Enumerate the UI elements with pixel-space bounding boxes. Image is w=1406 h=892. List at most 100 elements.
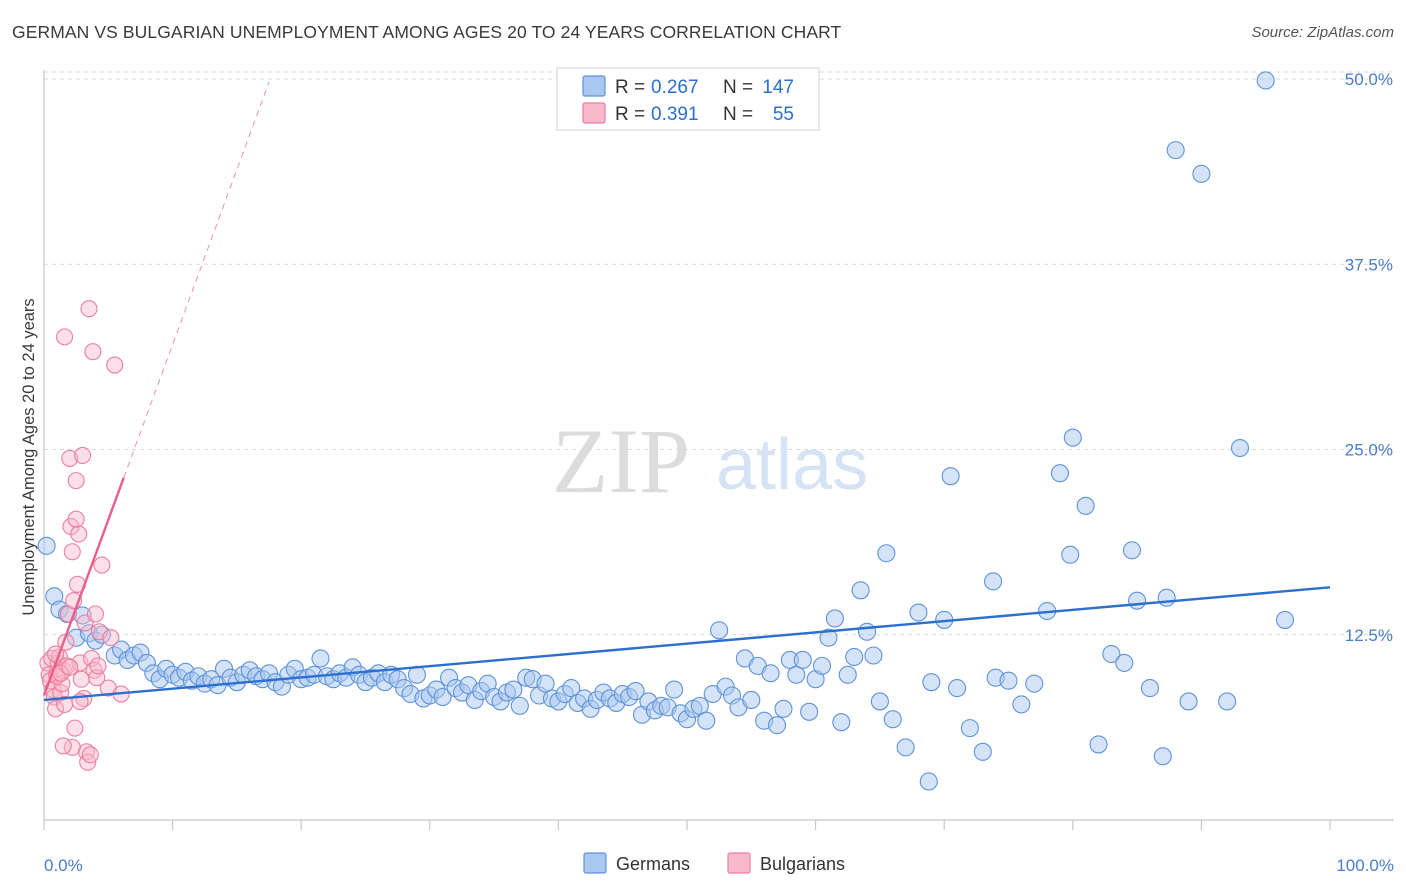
german-point-155	[1218, 692, 1237, 711]
german-point-150	[1140, 679, 1160, 698]
points	[37, 71, 1295, 791]
german-point-90	[626, 682, 645, 701]
german-point-117	[800, 702, 819, 721]
german-point-130	[883, 710, 902, 729]
x-ticks	[43, 820, 1331, 830]
german-point-144	[1063, 428, 1082, 447]
german-point-121	[825, 609, 844, 628]
stats-legend: R = 0.267 N = 147 R = 0.391 N = 55	[556, 67, 820, 131]
german-point-156	[1230, 438, 1250, 458]
german-r-value: 0.267	[651, 77, 699, 98]
german-n-label: N =	[723, 77, 753, 98]
bulgarian-point-17	[61, 449, 79, 467]
german-point-137	[973, 742, 992, 761]
bulgarian-trendline-extension	[123, 81, 270, 478]
bulgarian-point-52	[54, 737, 72, 755]
german-point-113	[774, 699, 793, 718]
y-tick-label-1: 25.0%	[1345, 441, 1393, 460]
german-n-value: 147	[762, 77, 794, 98]
bulgarian-n-label: N =	[723, 104, 753, 125]
german-point-129	[877, 544, 896, 563]
x-tick-label-0: 0.0%	[44, 856, 83, 875]
bulgarian-point-27	[74, 446, 92, 464]
german-point-0	[37, 536, 56, 555]
german-point-108	[742, 690, 761, 710]
german-point-103	[710, 621, 729, 640]
bulgarian-trendline	[42, 477, 125, 696]
german-point-143	[1050, 464, 1069, 483]
german-point-132	[909, 603, 928, 622]
german-point-140	[1012, 695, 1031, 714]
german-point-135	[948, 679, 967, 698]
german-point-163	[1122, 541, 1142, 560]
german-point-158	[1275, 610, 1295, 629]
german-point-152	[1166, 141, 1185, 160]
bulgarian-point-53	[61, 658, 79, 676]
german-point-123	[838, 665, 857, 684]
german-point-133	[922, 673, 941, 692]
german-point-60	[433, 687, 452, 707]
german-point-8	[92, 625, 111, 644]
german-point-112	[767, 716, 787, 735]
german-point-161	[941, 467, 960, 486]
german-point-153	[1179, 692, 1198, 711]
trendlines	[42, 81, 1331, 702]
german-point-122	[832, 713, 851, 732]
german-point-41	[311, 649, 330, 668]
german-point-160	[984, 572, 1003, 591]
german-point-96	[665, 680, 684, 699]
bulgarian-point-39	[89, 657, 107, 675]
bulgarian-point-51	[67, 510, 85, 528]
bulgarian-point-35	[84, 343, 102, 361]
german-point-126	[857, 622, 877, 641]
y-tick-label-2: 37.5%	[1345, 255, 1393, 274]
german-point-139	[999, 671, 1018, 690]
bulgarian-swatch	[582, 102, 606, 124]
bulgarian-r-value: 0.391	[651, 104, 699, 125]
bulgarian-point-19	[63, 543, 81, 561]
bulgarian-n-value: 55	[773, 104, 794, 125]
german-point-164	[1157, 588, 1176, 607]
german-point-124	[845, 647, 864, 667]
german-point-128	[870, 692, 889, 711]
german-point-145	[1076, 496, 1095, 515]
german-point-141	[1025, 674, 1044, 693]
bulgarian-point-21	[66, 719, 84, 737]
german-point-101	[697, 711, 716, 730]
german-point-120	[819, 628, 838, 647]
german-point-148	[1115, 653, 1134, 672]
german-point-131	[896, 738, 915, 757]
series-legend: Germans Bulgarians	[583, 852, 845, 874]
bulgarian-point-43	[102, 629, 120, 647]
german-point-157	[1256, 71, 1275, 90]
bulgarian-point-33	[81, 746, 99, 764]
german-point-154	[1192, 164, 1211, 183]
bulgarian-point-46	[56, 328, 74, 346]
german-point-72	[510, 696, 529, 715]
bulgarian-point-41	[93, 556, 111, 574]
german-point-127	[864, 646, 883, 665]
bulgarian-point-44	[106, 356, 124, 374]
bulgarian-point-6	[47, 700, 65, 718]
y-tick-label-3: 50.0%	[1345, 70, 1393, 89]
bulgarian-point-37	[86, 605, 104, 623]
german-point-125	[851, 581, 870, 600]
bulgarian-r-label: R =	[615, 104, 645, 125]
german-swatch	[582, 75, 606, 97]
grid	[44, 71, 1394, 636]
legend-germans-label: Germans	[616, 854, 690, 874]
german-point-151	[1153, 747, 1172, 766]
x-tick-label-100: 100.0%	[1336, 856, 1394, 875]
german-point-147	[1102, 644, 1121, 664]
bulgarian-point-22	[67, 472, 85, 490]
source-label: Source: ZipAtlas.com	[1251, 24, 1394, 41]
german-point-162	[919, 772, 938, 791]
bulgarian-point-32	[80, 300, 98, 318]
chart-title: GERMAN VS BULGARIAN UNEMPLOYMENT AMONG A…	[12, 22, 842, 42]
watermark-atlas: atlas	[716, 425, 868, 505]
german-point-136	[960, 719, 979, 738]
german-point-116	[793, 650, 812, 669]
watermark-zip: ZIP	[552, 410, 690, 512]
legend-germans-swatch	[583, 852, 607, 874]
